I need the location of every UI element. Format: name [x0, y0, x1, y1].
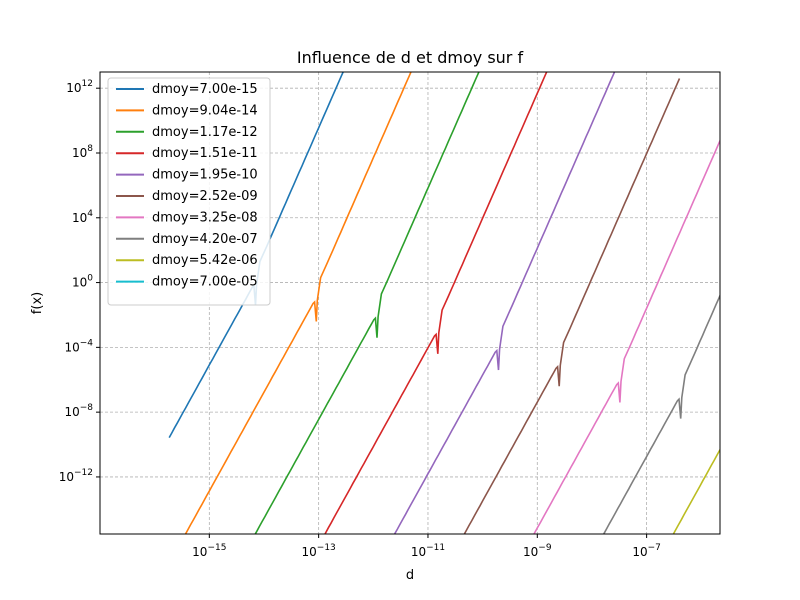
series-group [168, 72, 720, 534]
legend-label: dmoy=7.00e-05 [152, 275, 258, 290]
y-tick-label: 108 [72, 144, 93, 160]
legend-label: dmoy=3.25e-08 [152, 210, 258, 225]
series-line-6 [463, 78, 681, 534]
legend-label: dmoy=7.00e-15 [152, 82, 258, 97]
x-tick-label-base: 10 [411, 545, 426, 559]
series-line-2 [184, 72, 412, 534]
legend-label: dmoy=1.17e-12 [152, 125, 258, 140]
y-tick-label-base: 10 [66, 81, 81, 95]
y-tick-label: 10−8 [64, 403, 93, 419]
y-tick-label-exponent: −8 [80, 403, 94, 413]
x-tick-label-exponent: −15 [207, 543, 226, 553]
y-tick-label-exponent: −4 [80, 338, 94, 348]
x-tick-label-base: 10 [192, 545, 207, 559]
series-line-7 [533, 138, 720, 534]
legend-label: dmoy=1.51e-11 [152, 146, 258, 161]
y-tick-label-exponent: 0 [87, 274, 93, 284]
x-axis-ticks: 10−15 10−13 10−11 10−9 10−7 [192, 534, 661, 559]
y-tick-label: 10−12 [59, 468, 93, 484]
series-line-3 [254, 72, 480, 534]
x-tick-label-exponent: −11 [426, 543, 445, 553]
x-tick-label: 10−9 [523, 543, 552, 559]
y-tick-label-base: 10 [72, 211, 87, 225]
y-tick-label: 104 [72, 209, 93, 225]
y-tick-label-base: 10 [64, 405, 79, 419]
y-tick-label-exponent: 8 [87, 144, 93, 154]
y-tick-label: 10−4 [64, 338, 93, 354]
legend-label: dmoy=1.95e-10 [152, 168, 258, 183]
series-line-4 [324, 72, 548, 534]
chart-title: Influence de d et dmoy sur f [297, 48, 524, 67]
series-line-8 [602, 293, 720, 534]
legend-label: dmoy=9.04e-14 [152, 103, 258, 118]
grid [100, 72, 720, 534]
plot-frame [99, 71, 721, 535]
legend-label: dmoy=4.20e-07 [152, 232, 258, 247]
y-tick-label-exponent: 4 [87, 209, 93, 219]
x-axis-label: d [406, 568, 414, 583]
x-tick-label: 10−15 [192, 543, 226, 559]
legend: dmoy=7.00e-15 dmoy=9.04e-14 dmoy=1.17e-12 d… [107, 77, 271, 306]
legend-box [107, 77, 271, 306]
y-tick-label-base: 10 [72, 146, 87, 160]
y-tick-label: 1012 [66, 79, 93, 95]
legend-label: dmoy=2.52e-09 [152, 189, 258, 204]
y-tick-label-base: 10 [64, 340, 79, 354]
x-tick-label-exponent: −9 [538, 543, 552, 553]
x-tick-label: 10−11 [411, 543, 445, 559]
x-tick-label-base: 10 [523, 545, 538, 559]
x-tick-label: 10−7 [632, 543, 661, 559]
y-axis-label: f(x) [30, 292, 45, 314]
y-tick-label-exponent: 12 [82, 79, 93, 89]
y-tick-label-exponent: −12 [74, 468, 93, 478]
x-tick-label: 10−13 [302, 543, 336, 559]
x-tick-label-exponent: −13 [317, 543, 336, 553]
y-tick-label: 100 [72, 274, 93, 290]
x-tick-label-base: 10 [302, 545, 317, 559]
x-tick-label-exponent: −7 [648, 543, 661, 553]
series-line-1 [168, 72, 345, 438]
legend-label: dmoy=5.42e-06 [152, 253, 258, 268]
series-line-5 [393, 72, 616, 534]
x-tick-label-base: 10 [632, 545, 647, 559]
y-tick-label-base: 10 [59, 470, 74, 484]
y-tick-label-base: 10 [72, 276, 87, 290]
